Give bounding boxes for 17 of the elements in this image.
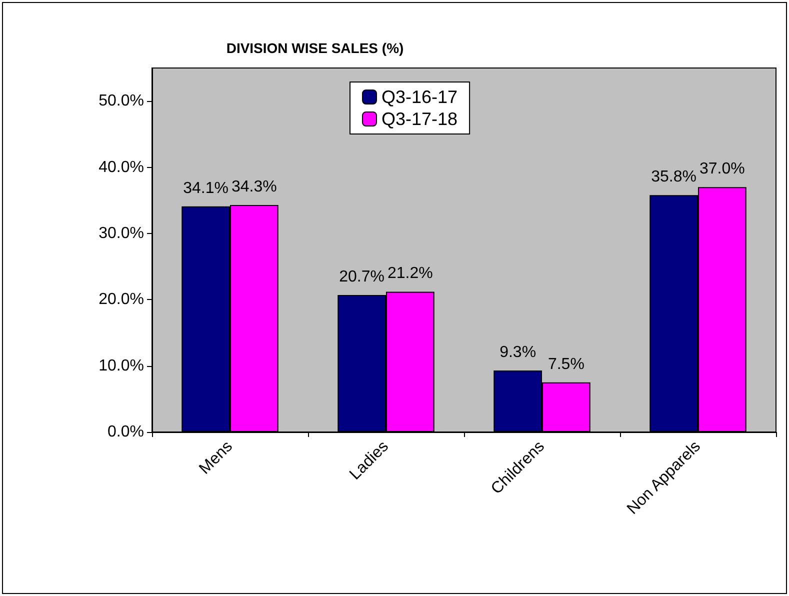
- data-label: 34.3%: [231, 178, 277, 196]
- data-label: 9.3%: [500, 344, 536, 361]
- y-tick-label: 0.0%: [108, 424, 144, 440]
- chart-title: DIVISION WISE SALES (%): [226, 40, 404, 56]
- y-tick-label: 50.0%: [98, 92, 144, 110]
- y-tick-label: 10.0%: [98, 357, 144, 374]
- y-tick-label: 40.0%: [98, 158, 144, 176]
- legend-label: Q3-16-17: [382, 87, 458, 107]
- data-label: 7.5%: [548, 356, 584, 373]
- data-label: 21.2%: [387, 265, 433, 282]
- legend-label: Q3-17-18: [382, 109, 458, 129]
- y-tick-label: 20.0%: [98, 291, 144, 308]
- data-label: 34.1%: [183, 180, 229, 197]
- data-label: 35.8%: [651, 168, 697, 186]
- y-tick-label: 30.0%: [98, 224, 144, 242]
- data-label: 37.0%: [699, 160, 745, 178]
- data-label: 20.7%: [339, 268, 385, 286]
